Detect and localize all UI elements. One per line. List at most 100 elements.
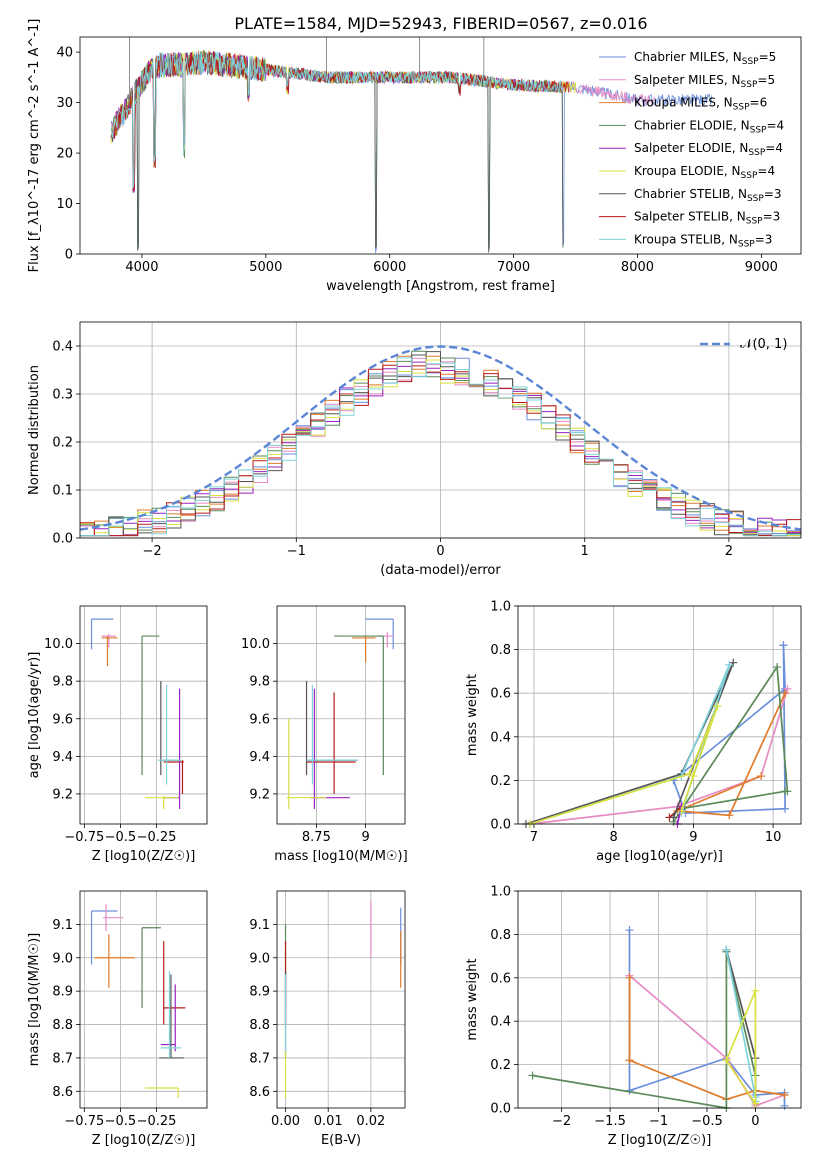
age_vs_Z-point bbox=[141, 635, 160, 776]
x-tick-label: 8000 bbox=[621, 260, 654, 275]
spectrum-line-5 bbox=[110, 49, 576, 186]
age_vs_Z-panel: −0.75 −0.5 −0.25 9.2 9.4 9.6 9.8 10.0 Z [log10(Z… bbox=[27, 605, 208, 864]
y-tick-label: 0.8 bbox=[490, 928, 511, 943]
spectrum-ylabel: Flux [f_λ10^-17 erg cm^-2 s^-1 A^-1] bbox=[27, 19, 42, 273]
marker bbox=[713, 702, 722, 711]
mass_vs_Z-point bbox=[141, 927, 161, 1008]
spectrum-panel: Chabrier MILES, NSSP=5 Salpeter MILES, NS… bbox=[27, 19, 802, 294]
y-tick-label: 0.8 bbox=[490, 643, 511, 658]
y-tick-label: 8.7 bbox=[52, 1051, 73, 1066]
normal-legend-label: 𝒩(0, 1) bbox=[740, 337, 787, 352]
x-tick-label: −2 bbox=[552, 1114, 571, 1129]
marker bbox=[729, 658, 738, 667]
weight_vs_Z-series-6 bbox=[725, 990, 757, 1107]
marker bbox=[781, 804, 790, 813]
panels: Chabrier MILES, NSSP=5 Salpeter MILES, NS… bbox=[27, 19, 802, 1148]
weight_vs_age-frame bbox=[517, 605, 802, 825]
weight_vs_age-series-2 bbox=[677, 692, 786, 817]
mass_vs_ebv-grid bbox=[277, 891, 405, 1108]
y-tick-label: 1.0 bbox=[490, 600, 511, 615]
marker bbox=[725, 811, 734, 820]
y-tick-label: 20 bbox=[56, 147, 73, 162]
x-tick-label: −2 bbox=[143, 544, 162, 559]
mass_vs_ebv-frame bbox=[276, 890, 406, 1109]
marker bbox=[689, 772, 698, 781]
age_vs_Z-point bbox=[101, 634, 117, 648]
weight_vs_Z-series-3 bbox=[532, 951, 757, 1110]
marker bbox=[780, 1101, 789, 1110]
mass_vs_ebv-plot bbox=[284, 901, 402, 1098]
y-tick-label: 0.2 bbox=[490, 774, 511, 789]
legend-label: Salpeter MILES, NSSP=5 bbox=[634, 73, 775, 90]
y-tick-label: 0.2 bbox=[490, 1058, 511, 1073]
marker bbox=[751, 1099, 760, 1108]
marker bbox=[625, 1056, 634, 1065]
marker bbox=[773, 663, 782, 672]
y-tick-label: 8.6 bbox=[249, 1085, 270, 1100]
legend-label: Salpeter ELODIE, NSSP=4 bbox=[634, 141, 783, 158]
mass_vs_ebv-axes: 0.00 0.01 0.02 8.6 8.7 8.8 8.9 9.0 9.1 E(B-V) bbox=[249, 890, 406, 1148]
mass_vs_Z-point bbox=[103, 904, 124, 932]
weight_vs_Z-panel: −2 −1.5 −1 −0.5 0 0.0 0.2 0.4 0.6 0.8 1.0 Z [log10(… bbox=[465, 885, 802, 1148]
mass_vs_Z-point bbox=[160, 984, 176, 1052]
y-tick-label: 9.2 bbox=[249, 787, 270, 802]
x-tick-label: 0.02 bbox=[356, 1114, 385, 1129]
mass_vs_Z-xlabel: Z [log10(Z/Z☉)] bbox=[92, 1133, 196, 1148]
y-tick-label: 40 bbox=[56, 46, 73, 61]
legend-label: Chabrier ELODIE, NSSP=4 bbox=[634, 118, 784, 135]
x-tick-label: −0.5 bbox=[691, 1114, 723, 1129]
y-tick-label: 10 bbox=[56, 197, 73, 212]
y-tick-label: 9.1 bbox=[249, 918, 270, 933]
y-tick-label: 9.1 bbox=[52, 918, 73, 933]
y-tick-label: 0.4 bbox=[52, 340, 73, 355]
marker bbox=[780, 1090, 789, 1099]
age_vs_mass-xlabel: mass [log10(M/M☉)] bbox=[274, 849, 407, 864]
x-tick-label: −0.25 bbox=[137, 830, 177, 845]
mass_vs_Z-point bbox=[94, 934, 135, 988]
marker bbox=[625, 926, 634, 935]
y-tick-label: 9.0 bbox=[52, 951, 73, 966]
spectrum-plot: Chabrier MILES, NSSP=5 Salpeter MILES, NS… bbox=[110, 37, 784, 254]
y-tick-label: 1.0 bbox=[490, 885, 511, 900]
weight_vs_age-ylabel: mass weight bbox=[465, 674, 480, 756]
x-tick-label: 10 bbox=[765, 830, 782, 845]
mass_vs_Z-point bbox=[159, 974, 184, 1059]
weight_vs_age-series-0 bbox=[672, 645, 786, 814]
x-tick-label: 6000 bbox=[373, 260, 406, 275]
marker bbox=[625, 973, 634, 982]
mass_vs_ebv-panel: 0.00 0.01 0.02 8.6 8.7 8.8 8.9 9.0 9.1 E(B-V) bbox=[249, 890, 406, 1148]
histogram-8 bbox=[80, 357, 801, 537]
legend-label: Kroupa MILES, NSSP=6 bbox=[634, 96, 767, 113]
mass_vs_ebv-xlabel: E(B-V) bbox=[321, 1133, 361, 1148]
y-tick-label: 8.9 bbox=[249, 985, 270, 1000]
y-tick-label: 9.4 bbox=[52, 750, 73, 765]
x-tick-label: 9 bbox=[689, 830, 697, 845]
legend-label: Chabrier MILES, NSSP=5 bbox=[634, 50, 776, 67]
y-tick-label: 10.0 bbox=[44, 637, 73, 652]
weight_vs_Z-ylabel: mass weight bbox=[465, 958, 480, 1040]
x-tick-label: −1 bbox=[287, 544, 306, 559]
figure-title: PLATE=1584, MJD=52943, FIBERID=0567, z=0… bbox=[234, 14, 647, 33]
age_vs_mass-grid bbox=[277, 606, 405, 824]
y-tick-label: 9.8 bbox=[52, 675, 73, 690]
x-tick-label: −0.75 bbox=[64, 1114, 104, 1129]
x-tick-label: 1 bbox=[581, 544, 589, 559]
y-tick-label: 0.1 bbox=[52, 484, 73, 499]
x-tick-label: 9 bbox=[361, 830, 369, 845]
x-tick-label: 7 bbox=[530, 830, 538, 845]
y-tick-label: 30 bbox=[56, 96, 73, 111]
mass_vs_Z-point bbox=[144, 1087, 179, 1098]
marker bbox=[725, 660, 734, 669]
weight_vs_Z-frame bbox=[517, 890, 802, 1109]
y-tick-label: 0 bbox=[65, 248, 73, 263]
age_vs_Z-point bbox=[144, 795, 179, 809]
x-tick-label: 0 bbox=[436, 544, 444, 559]
x-tick-label: 0.00 bbox=[271, 1114, 300, 1129]
x-tick-label: 8.75 bbox=[302, 830, 331, 845]
y-tick-label: 9.6 bbox=[52, 712, 73, 727]
y-tick-label: 0.6 bbox=[490, 971, 511, 986]
marker bbox=[783, 684, 792, 693]
weight_vs_age-xlabel: age [log10(age/yr)] bbox=[596, 849, 723, 864]
age_vs_mass-point bbox=[286, 718, 327, 809]
